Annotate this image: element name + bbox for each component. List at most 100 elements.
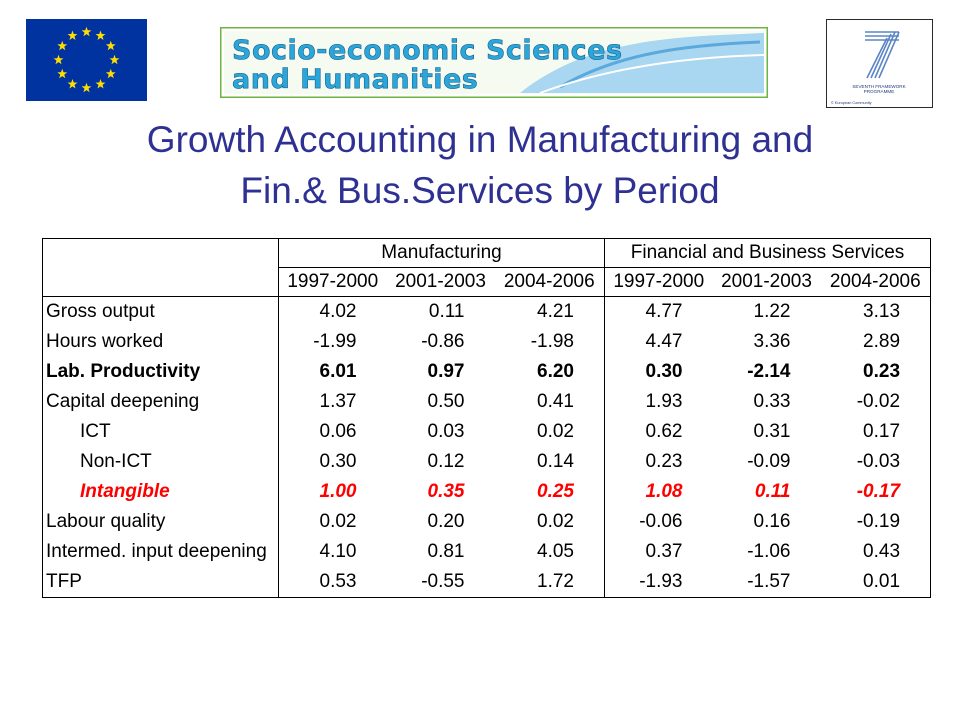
row-label: ICT	[42, 417, 279, 447]
table-cell: -0.86	[421, 331, 465, 352]
table-cell: 4.10	[319, 541, 357, 562]
period-header: 1997-2000	[604, 267, 713, 297]
table-cell: 0.62	[645, 421, 683, 442]
table-row-lab-productivity: Lab. Productivity 6.01 0.97 6.20 0.30 -2…	[42, 357, 932, 387]
table-cell: 1.72	[494, 567, 605, 598]
table-cell: -1.93	[604, 567, 713, 598]
row-label: TFP	[42, 567, 279, 598]
table-cell: 0.35	[427, 481, 465, 502]
table-cell: 0.41	[494, 387, 605, 417]
table-cell: 1.93	[645, 391, 683, 412]
row-label: Intangible	[42, 477, 279, 507]
banner-text-line2: and Humanities	[232, 64, 478, 95]
fp7-logo-line1: SEVENTH FRAMEWORK	[852, 84, 906, 89]
table-cell: 0.11	[428, 301, 465, 322]
table-cell: -1.06	[747, 541, 791, 562]
period-header: 2004-2006	[820, 267, 932, 297]
eu-star-icon	[67, 79, 78, 89]
eu-star-icon	[105, 40, 116, 51]
table-cell: 0.33	[753, 391, 791, 412]
period-header-row: 1997-2000 2001-2003 2004-2006 1997-2000 …	[42, 267, 932, 297]
table-cell: 3.36	[753, 331, 791, 352]
period-header-label-cell	[42, 267, 279, 297]
table-cell: -0.09	[747, 451, 791, 472]
eu-flag-icon	[26, 19, 147, 101]
table-cell: 0.31	[753, 421, 791, 442]
table-cell: 0.23	[645, 451, 683, 472]
row-label: Non-ICT	[42, 447, 279, 477]
table-cell: -2.14	[747, 361, 791, 382]
table-cell: 0.14	[494, 447, 605, 477]
table-cell: 0.02	[319, 511, 357, 532]
group-header-row: Manufacturing Financial and Business Ser…	[42, 238, 932, 268]
table-cell: 0.81	[427, 541, 465, 562]
table-cell: 0.06	[319, 421, 357, 442]
table-cell: 1.37	[319, 391, 357, 412]
table-cell: -0.17	[820, 477, 932, 507]
table-row-tfp: TFP 0.53 -0.55 1.72 -1.93 -1.57 0.01	[42, 567, 932, 598]
row-label: Lab. Productivity	[42, 357, 279, 387]
eu-star-icon	[109, 54, 120, 65]
table-cell: 0.37	[645, 541, 683, 562]
table-cell: -0.55	[386, 567, 495, 598]
table-cell: 2.89	[820, 327, 932, 357]
eu-star-icon	[57, 40, 68, 51]
eu-star-icon	[53, 54, 64, 65]
table-cell: 4.21	[494, 296, 605, 327]
table-row-non-ict: Non-ICT 0.30 0.12 0.14 0.23 -0.09 -0.03	[42, 447, 932, 477]
eu-star-icon	[95, 79, 106, 89]
table-cell: 1.08	[645, 481, 683, 502]
table-row-ict: ICT 0.06 0.03 0.02 0.62 0.31 0.17	[42, 417, 932, 447]
table-cell: 0.17	[820, 417, 932, 447]
eu-star-icon	[95, 30, 106, 40]
table-cell: 0.11	[754, 481, 791, 502]
table-cell: -0.19	[820, 507, 932, 537]
table-row-intangible: Intangible 1.00 0.35 0.25 1.08 0.11 -0.1…	[42, 477, 932, 507]
table-row-capital-deepening: Capital deepening 1.37 0.50 0.41 1.93 0.…	[42, 387, 932, 417]
table-cell: 4.77	[645, 301, 683, 322]
table-cell: -1.98	[494, 327, 605, 357]
table-cell: 0.43	[820, 537, 932, 567]
row-label: Labour quality	[42, 507, 279, 537]
eu-star-icon	[57, 68, 68, 79]
table-cell: 0.30	[645, 361, 683, 382]
period-header: 2001-2003	[386, 267, 495, 297]
eu-star-icon	[105, 68, 116, 79]
table-cell: 4.47	[645, 331, 683, 352]
table-cell: 0.25	[494, 477, 605, 507]
table-cell: 6.20	[494, 357, 605, 387]
period-header: 2001-2003	[712, 267, 821, 297]
period-header: 2004-2006	[494, 267, 605, 297]
table-cell: 6.01	[319, 361, 357, 382]
eu-star-icon	[81, 82, 92, 93]
table-row-hours-worked: Hours worked -1.99 -0.86 -1.98 4.47 3.36…	[42, 327, 932, 357]
table-cell: 3.13	[820, 296, 932, 327]
table-cell: 0.02	[494, 417, 605, 447]
fp7-logo: SEVENTH FRAMEWORK PROGRAMME © European C…	[826, 19, 933, 108]
table-row-gross-output: Gross output 4.02 0.11 4.21 4.77 1.22 3.…	[42, 296, 932, 327]
table-cell: 4.05	[494, 537, 605, 567]
fp7-logo-line2: PROGRAMME	[864, 89, 895, 94]
table-cell: 0.01	[820, 567, 932, 598]
eu-star-icon	[67, 30, 78, 40]
growth-accounting-table: Manufacturing Financial and Business Ser…	[42, 238, 932, 598]
table-cell: 4.02	[319, 301, 357, 322]
fp7-copyright: © European Community	[831, 101, 872, 105]
page-title-line1: Growth Accounting in Manufacturing and	[146, 119, 814, 160]
table-cell: 1.22	[753, 301, 791, 322]
period-header: 1997-2000	[278, 267, 387, 297]
row-label: Intermed. input deepening	[42, 537, 279, 567]
row-label: Capital deepening	[42, 387, 279, 417]
page-title-line2: Fin.& Bus.Services by Period	[240, 170, 720, 211]
row-label: Gross output	[42, 296, 279, 327]
table-cell: 0.53	[278, 567, 387, 598]
table-row-labour-quality: Labour quality 0.02 0.20 0.02 -0.06 0.16…	[42, 507, 932, 537]
eu-star-icon	[81, 26, 92, 37]
table-cell: 0.30	[319, 451, 357, 472]
row-label: Hours worked	[42, 327, 279, 357]
group-header-manufacturing: Manufacturing	[278, 238, 605, 268]
table-cell: 0.50	[427, 391, 465, 412]
table-cell: -1.57	[712, 567, 821, 598]
table-cell: -1.99	[313, 331, 357, 352]
ssh-programme-logo: Socio-economic Sciences and Humanities	[219, 26, 769, 99]
